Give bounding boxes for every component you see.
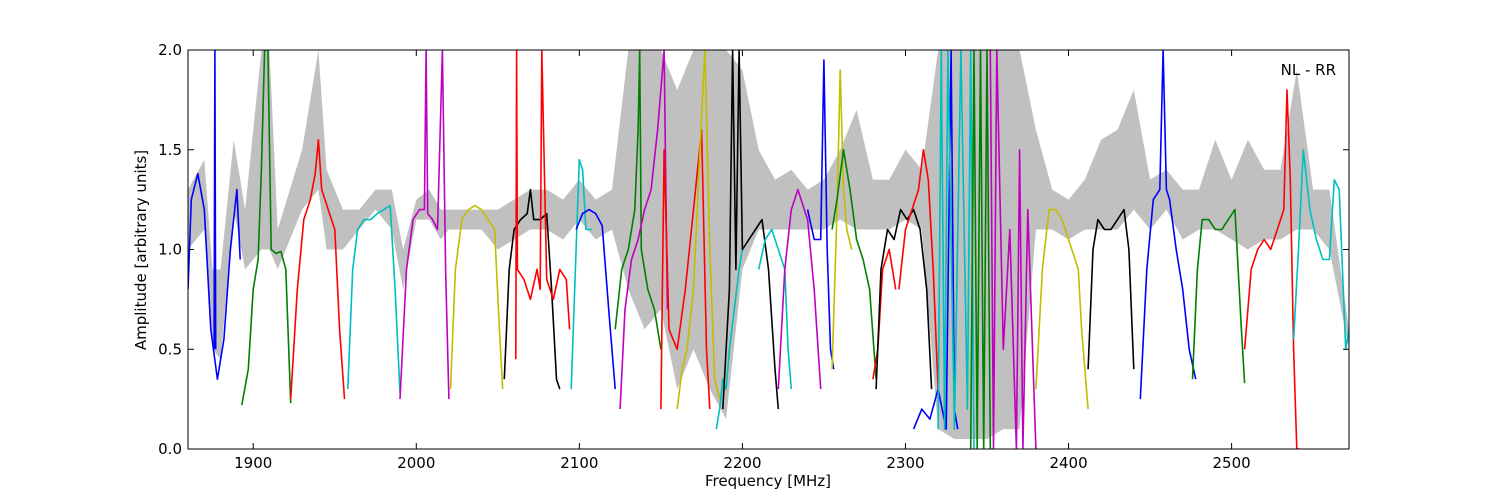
series-line-20 bbox=[806, 59, 835, 370]
x-tick-label-2300: 2300 bbox=[886, 454, 924, 472]
y-axis-label: Amplitude [arbitrary units] bbox=[132, 150, 150, 350]
series-line-23 bbox=[872, 248, 897, 380]
series-line-34 bbox=[1243, 89, 1301, 449]
series-line-16 bbox=[715, 249, 744, 430]
x-tick-label-1900: 1900 bbox=[234, 454, 272, 472]
series-line-5 bbox=[347, 204, 401, 394]
series-line-32 bbox=[1139, 50, 1197, 400]
series-line-2 bbox=[213, 50, 217, 350]
series-line-35 bbox=[1292, 149, 1349, 351]
x-tick-label-2100: 2100 bbox=[560, 454, 598, 472]
series-line-26 bbox=[912, 50, 959, 430]
y-tick-label-2: 1.0 bbox=[158, 241, 182, 259]
series-line-11 bbox=[575, 208, 616, 390]
series-line-22 bbox=[831, 149, 877, 380]
annotation-label: NL - RR bbox=[1281, 61, 1336, 79]
series-line-8 bbox=[503, 188, 561, 390]
x-tick-label-2500: 2500 bbox=[1213, 454, 1251, 472]
series-line-12 bbox=[614, 50, 662, 350]
series-line-33 bbox=[1191, 208, 1246, 384]
series-line-15 bbox=[676, 50, 721, 410]
x-axis-label: Frequency [MHz] bbox=[705, 472, 831, 490]
series-line-19 bbox=[777, 188, 822, 390]
series-line-9 bbox=[514, 50, 571, 360]
series-line-14 bbox=[660, 129, 711, 410]
y-tick-label-0: 0.0 bbox=[158, 440, 182, 458]
series-line-10 bbox=[570, 158, 593, 390]
y-tick-label-3: 1.5 bbox=[158, 141, 182, 159]
y-tick-label-4: 2.0 bbox=[158, 41, 182, 59]
x-tick-label-2400: 2400 bbox=[1049, 454, 1087, 472]
series-line-4 bbox=[289, 139, 346, 400]
series-line-29 bbox=[989, 50, 1037, 449]
x-tick-label-2200: 2200 bbox=[723, 454, 761, 472]
series-line-17 bbox=[722, 50, 780, 410]
series-line-21 bbox=[831, 69, 853, 370]
series-line-18 bbox=[757, 228, 793, 390]
plot-frame bbox=[187, 49, 1350, 450]
series-line-3 bbox=[241, 50, 292, 406]
x-tick-label-2000: 2000 bbox=[397, 454, 435, 472]
series-line-30 bbox=[1035, 208, 1089, 410]
series-line-6 bbox=[399, 50, 450, 400]
series-line-24 bbox=[875, 208, 933, 390]
series-line-7 bbox=[449, 204, 504, 390]
series-line-13 bbox=[619, 50, 669, 410]
series-line-31 bbox=[1087, 208, 1135, 370]
series-line-25 bbox=[898, 149, 939, 390]
y-tick-label-1: 0.5 bbox=[158, 340, 182, 358]
series-line-1 bbox=[188, 172, 241, 381]
series-line-27 bbox=[937, 50, 975, 449]
